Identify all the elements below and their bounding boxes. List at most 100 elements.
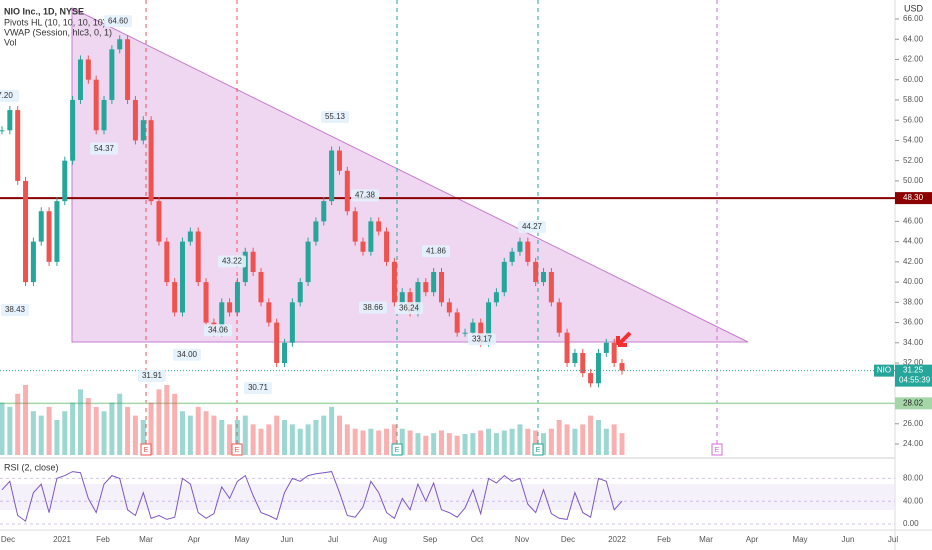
candle-body bbox=[556, 302, 562, 333]
pivot-label: 41.86 bbox=[426, 246, 447, 255]
candle-body bbox=[541, 271, 547, 283]
pivot-bg bbox=[1, 303, 29, 316]
candle-body bbox=[297, 282, 303, 303]
candle-body bbox=[289, 302, 295, 343]
volume-bar bbox=[211, 415, 217, 455]
x-tick-label: Apr bbox=[746, 535, 759, 544]
pivot-label: 64.60 bbox=[108, 16, 129, 25]
y-tick-label: 32.00 bbox=[903, 358, 924, 367]
volume-bar bbox=[148, 402, 154, 455]
x-tick-label: Jul bbox=[328, 535, 338, 544]
candle-body bbox=[101, 99, 107, 131]
candle-body bbox=[234, 282, 240, 313]
pivot-bg bbox=[218, 255, 246, 268]
candle-body bbox=[619, 363, 625, 371]
pivot-bg bbox=[321, 110, 349, 123]
candle-body bbox=[274, 322, 280, 364]
x-tick-label: Sep bbox=[423, 535, 438, 544]
volume-bar bbox=[282, 420, 288, 455]
rsi-tick-label: 0.00 bbox=[903, 519, 919, 528]
candle-body bbox=[148, 120, 154, 202]
volume-bar bbox=[227, 424, 233, 455]
volume-bar bbox=[30, 411, 36, 455]
volume-bar bbox=[77, 389, 83, 455]
volume-bar bbox=[305, 424, 311, 455]
candle-body bbox=[446, 302, 452, 313]
volume-bar bbox=[533, 430, 539, 455]
indicator-label: Pivots HL (10, 10, 10, 10) bbox=[4, 17, 106, 27]
candle-body bbox=[313, 221, 319, 242]
currency: USD bbox=[904, 3, 924, 13]
y-tick-label: 54.00 bbox=[903, 136, 924, 145]
x-tick-label: Dec bbox=[1, 535, 15, 544]
x-tick-label: Jun bbox=[281, 535, 294, 544]
y-tick-label: 66.00 bbox=[903, 14, 924, 23]
symbol-tag-bg bbox=[874, 364, 894, 377]
volume-bar bbox=[54, 420, 60, 455]
volume-bar bbox=[297, 428, 303, 455]
volume-bar bbox=[368, 428, 374, 455]
y-tick-label: 58.00 bbox=[903, 95, 924, 104]
candle-body bbox=[329, 150, 335, 202]
earnings-label: E bbox=[235, 447, 240, 454]
volume-bar bbox=[23, 385, 29, 455]
candle-body bbox=[493, 292, 499, 303]
x-tick-label: Aug bbox=[373, 535, 387, 544]
y-tick-label: 36.00 bbox=[903, 318, 924, 327]
volume-bar bbox=[462, 434, 468, 455]
volume-bar bbox=[156, 389, 162, 455]
candle-body bbox=[360, 241, 366, 252]
earnings-marker bbox=[532, 443, 544, 456]
y-tick-label: 26.00 bbox=[903, 419, 924, 428]
volume-bar bbox=[321, 415, 327, 455]
volume-bar bbox=[187, 415, 193, 455]
earnings-marker bbox=[140, 443, 152, 456]
pivot-label: 38.43 bbox=[5, 305, 26, 314]
earnings-label: E bbox=[144, 447, 149, 454]
volume-bar bbox=[242, 415, 248, 455]
pivot-bg bbox=[422, 245, 450, 258]
volume-bar bbox=[352, 428, 358, 455]
candle-body bbox=[423, 282, 429, 293]
y-tick-label: 50.00 bbox=[903, 176, 924, 185]
pivot-bg bbox=[395, 302, 423, 315]
y-tick-label: 64.00 bbox=[903, 34, 924, 43]
candle-body bbox=[525, 241, 531, 262]
volume-bar bbox=[541, 433, 547, 455]
volume-bar bbox=[493, 433, 499, 455]
arrow-annotation bbox=[616, 331, 632, 347]
volume-bar bbox=[572, 428, 578, 455]
y-tick-label: 42.00 bbox=[903, 257, 924, 266]
candle-body bbox=[595, 352, 601, 384]
pivot-bg bbox=[518, 220, 546, 233]
volume-bar bbox=[164, 385, 170, 455]
x-tick-label: Nov bbox=[515, 535, 529, 544]
volume-bar bbox=[376, 430, 382, 455]
rsi-band bbox=[0, 484, 895, 510]
volume-bar bbox=[486, 428, 492, 455]
volume-bar bbox=[423, 435, 429, 455]
candle-body bbox=[258, 271, 264, 303]
y-tick-label: 52.00 bbox=[903, 156, 924, 165]
pivot-label: 34.00 bbox=[177, 350, 198, 359]
candle-body bbox=[478, 322, 484, 343]
x-tick-label: Oct bbox=[471, 535, 484, 544]
candle-body bbox=[77, 59, 83, 100]
x-tick-label: 2021 bbox=[53, 535, 71, 544]
volume-bar bbox=[70, 402, 76, 455]
candle-body bbox=[509, 251, 515, 262]
y-tick-label: 34.00 bbox=[903, 338, 924, 347]
earnings-marker bbox=[391, 443, 403, 456]
candle-body bbox=[564, 332, 570, 364]
candle-body bbox=[368, 221, 374, 252]
volume-bar bbox=[384, 428, 390, 455]
volume-bar bbox=[101, 411, 107, 455]
pivot-label: 43.22 bbox=[222, 257, 243, 266]
volume-bar bbox=[336, 415, 342, 455]
volume-bar bbox=[619, 433, 625, 455]
candle-body bbox=[187, 231, 193, 242]
candle-body bbox=[70, 99, 76, 161]
candle-body bbox=[7, 110, 13, 131]
y-tick-label: 44.00 bbox=[903, 237, 924, 246]
volume-bar bbox=[195, 406, 201, 455]
